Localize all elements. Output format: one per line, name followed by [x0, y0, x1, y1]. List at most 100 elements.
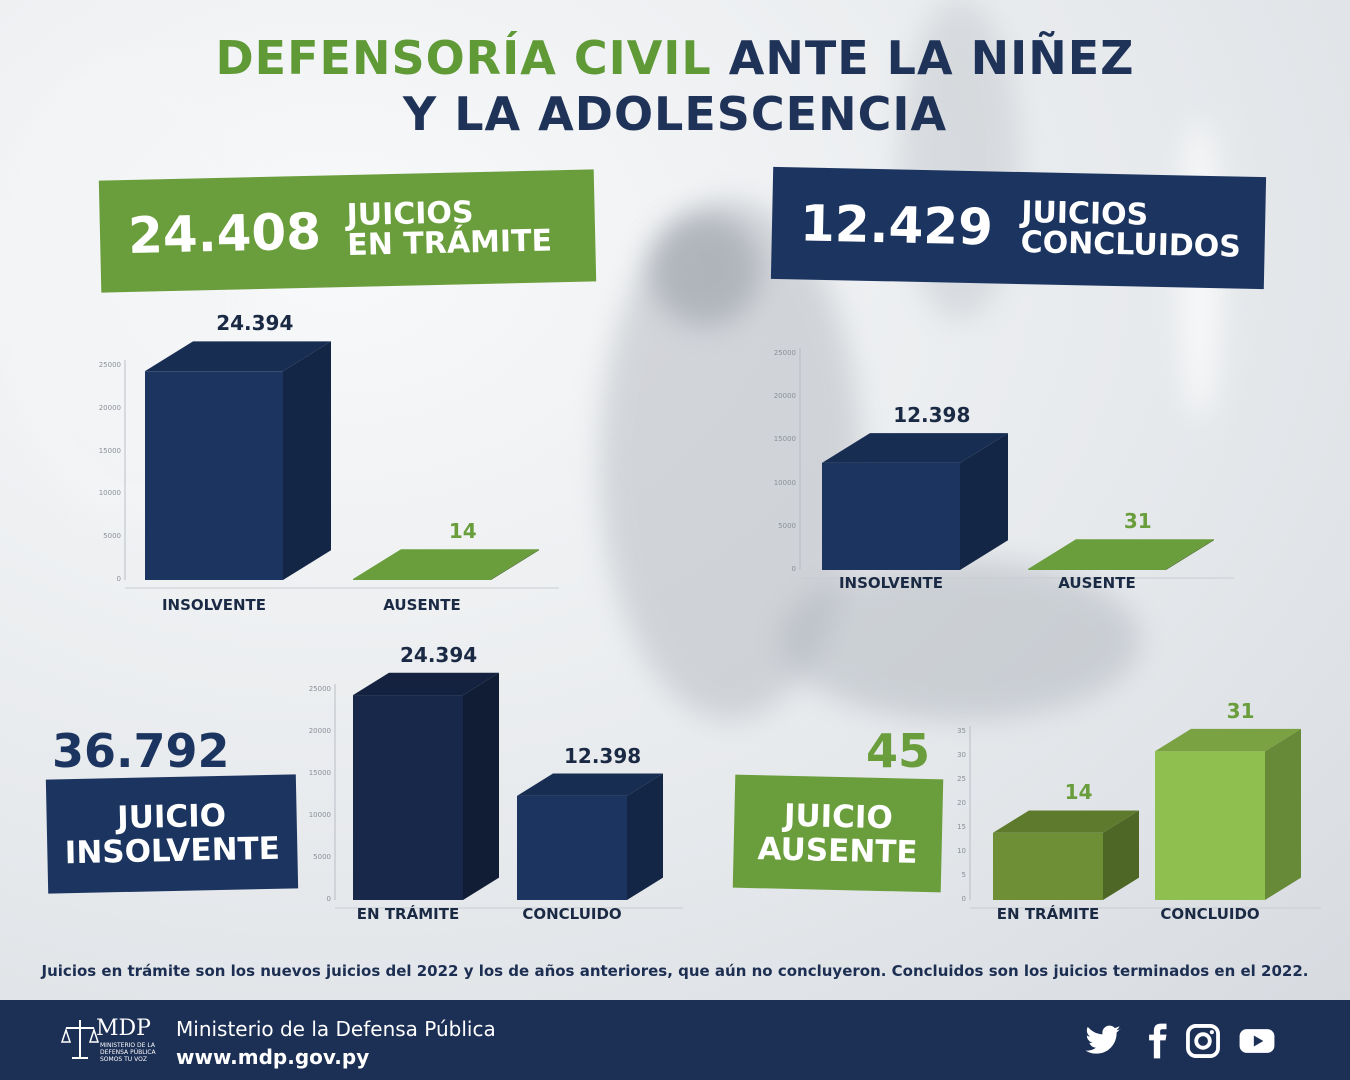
chart-tramite-value-label-1: 14 — [448, 519, 477, 544]
title-navy-part: ANTE LA NIÑEZ — [728, 31, 1135, 85]
instagram-icon[interactable] — [1184, 1022, 1222, 1060]
chart-insolvente-category-label-0: EN TRÁMITE — [356, 905, 460, 923]
chart-concluidos-bar-0 — [822, 433, 1008, 570]
chart-ausente-category-label-0: EN TRÁMITE — [996, 905, 1100, 923]
total-ausente-number: 45 — [866, 724, 931, 778]
chart-tramite-bar-top-0 — [145, 341, 331, 372]
chart-insolvente-tick-label: 15000 — [308, 769, 331, 777]
chart-tramite-tick-label: 0 — [116, 575, 121, 583]
chart-ausente-bar-front-0 — [993, 832, 1103, 900]
chart-ausente-bar-top-0 — [993, 810, 1139, 833]
chart-ausente-tick-label: 15 — [957, 823, 966, 831]
chart-insolvente-bar-front-0 — [353, 695, 463, 900]
chart-concluidos-tick-label: 25000 — [773, 349, 796, 357]
chart-concluidos-value-label-0: 12.398 — [893, 403, 971, 428]
chart-tramite-tick-label: 25000 — [98, 361, 121, 369]
banner-insolvente-label-1: JUICIO — [116, 797, 227, 837]
chart-insolvente-bar-side-0 — [463, 672, 499, 900]
banner-ausente: JUICIO AUSENTE — [732, 774, 944, 893]
page-title: DEFENSORÍA CIVIL ANTE LA NIÑEZ Y LA ADOL… — [0, 30, 1350, 142]
chart-insolvente-value-label-1: 12.398 — [564, 743, 642, 768]
chart-insolvente-tick-label: 5000 — [313, 853, 331, 861]
chart-tramite-bar-side-0 — [283, 341, 331, 580]
chart-tramite-bar-front-1 — [353, 579, 491, 580]
banner-insolvente: JUICIO INSOLVENTE — [45, 774, 299, 894]
chart-insolvente-bar-0 — [353, 672, 499, 900]
chart-ausente-tick-label: 10 — [957, 847, 966, 855]
chart-tramite-bar-0 — [145, 341, 331, 580]
chart-ausente-tick-label: 25 — [957, 775, 966, 783]
chart-concluidos-bar-side-0 — [960, 433, 1008, 570]
banner-ausente-label-2: AUSENTE — [757, 830, 918, 871]
twitter-icon[interactable] — [1084, 1022, 1122, 1060]
chart-ausente-value-label-1: 31 — [1226, 698, 1255, 723]
chart-ausente-bar-side-1 — [1265, 728, 1301, 900]
chart-ausente-bar-1 — [1155, 728, 1301, 900]
chart-insolvente-tick-label: 10000 — [308, 811, 331, 819]
chart-insolvente-svg — [334, 672, 683, 909]
youtube-icon[interactable] — [1238, 1022, 1276, 1060]
footnote-caption: Juicios en trámite son los nuevos juicio… — [41, 962, 1309, 980]
chart-ausente-tick-label: 0 — [961, 895, 966, 903]
chart-tramite-bar-top-1 — [353, 549, 539, 579]
chart-concluidos-bar-1 — [1028, 539, 1214, 570]
banner-concluidos-number: 12.429 — [799, 194, 994, 257]
chart-ausente-tick-label: 5 — [961, 871, 966, 879]
footer-bar: MDP MINISTERIO DE LA DEFENSA PÚBLICA SOM… — [0, 1000, 1350, 1080]
chart-concluidos-bar-side-1 — [1166, 539, 1214, 570]
chart-concluidos-bar-top-0 — [822, 433, 1008, 463]
banner-tramite-label-2: EN TRÁMITE — [346, 223, 553, 264]
logo-subtext: MINISTERIO DE LA DEFENSA PÚBLICA SOMOS T… — [100, 1042, 156, 1063]
chart-insolvente-value-label-0: 24.394 — [400, 642, 478, 667]
chart-ausente-tick-label: 35 — [957, 727, 966, 735]
chart-concluidos-svg — [799, 348, 1234, 579]
banner-tramite-number: 24.408 — [127, 202, 322, 265]
chart-insolvente-tick-label: 0 — [326, 895, 331, 903]
chart-ausente-svg — [969, 726, 1321, 909]
scales-icon — [60, 1020, 100, 1059]
chart-ausente-bar-top-1 — [1155, 728, 1301, 752]
total-insolvente-number: 36.792 — [52, 724, 230, 778]
chart-tramite-tick-label: 20000 — [98, 403, 121, 412]
chart-ausente-tick-label: 30 — [957, 751, 966, 759]
chart-insolvente-bar-side-1 — [627, 773, 663, 900]
banner-insolvente-label-2: INSOLVENTE — [64, 830, 281, 872]
chart-concluidos-bar-front-1 — [1028, 569, 1166, 570]
chart-concluidos-tick-label: 0 — [791, 565, 796, 573]
title-green-part: DEFENSORÍA CIVIL — [215, 31, 712, 85]
chart-insolvente-bar-1 — [517, 773, 663, 900]
chart-ausente-category-label-1: CONCLUIDO — [1160, 905, 1260, 923]
chart-insolvente-bar-front-1 — [517, 795, 627, 900]
chart-concluidos-bar-front-0 — [822, 462, 960, 570]
chart-tramite-tick-label: 10000 — [98, 489, 121, 498]
facebook-icon[interactable] — [1138, 1022, 1176, 1060]
chart-insolvente-tick-label: 20000 — [308, 727, 331, 735]
chart-tramite-category-label-1: AUSENTE — [383, 596, 461, 614]
chart-insolvente-category-label-1: CONCLUIDO — [522, 905, 622, 923]
chart-tramite-bar-1 — [353, 549, 539, 580]
chart-tramite-bar-side-1 — [491, 549, 539, 580]
chart-ausente-bar-front-1 — [1155, 751, 1265, 900]
chart-ausente-bar-0 — [993, 810, 1139, 900]
mdp-logo: MDP MINISTERIO DE LA DEFENSA PÚBLICA SOM… — [60, 1014, 170, 1070]
chart-concluidos-category-label-0: INSOLVENTE — [838, 574, 944, 592]
website-link[interactable]: www.mdp.gov.py — [176, 1045, 370, 1069]
chart-concluidos-tick-label: 15000 — [773, 435, 796, 444]
banner-concluidos-label-2: CONCLUIDOS — [1020, 225, 1242, 265]
chart-tramite-tick-label: 15000 — [98, 446, 121, 455]
banner-concluidos: 12.429 JUICIOS CONCLUIDOS — [770, 166, 1267, 290]
banner-ausente-label-1: JUICIO — [783, 797, 894, 836]
chart-tramite-tick-label: 5000 — [103, 532, 121, 541]
chart-concluidos-value-label-1: 31 — [1123, 509, 1152, 534]
chart-tramite-svg — [124, 341, 559, 589]
chart-insolvente-bar-top-1 — [517, 773, 663, 796]
chart-ausente-value-label-0: 14 — [1064, 780, 1093, 805]
chart-concluidos-category-label-1: AUSENTE — [1058, 574, 1136, 592]
banner-tramite: 24.408 JUICIOS EN TRÁMITE — [98, 169, 597, 293]
chart-tramite-value-label-0: 24.394 — [216, 311, 294, 336]
chart-ausente-bar-side-0 — [1103, 810, 1139, 900]
chart-concluidos-tick-label: 20000 — [773, 392, 796, 401]
chart-ausente-tick-label: 20 — [957, 799, 966, 807]
chart-insolvente-bar-top-0 — [353, 672, 499, 696]
chart-tramite-category-label-0: INSOLVENTE — [161, 596, 267, 614]
